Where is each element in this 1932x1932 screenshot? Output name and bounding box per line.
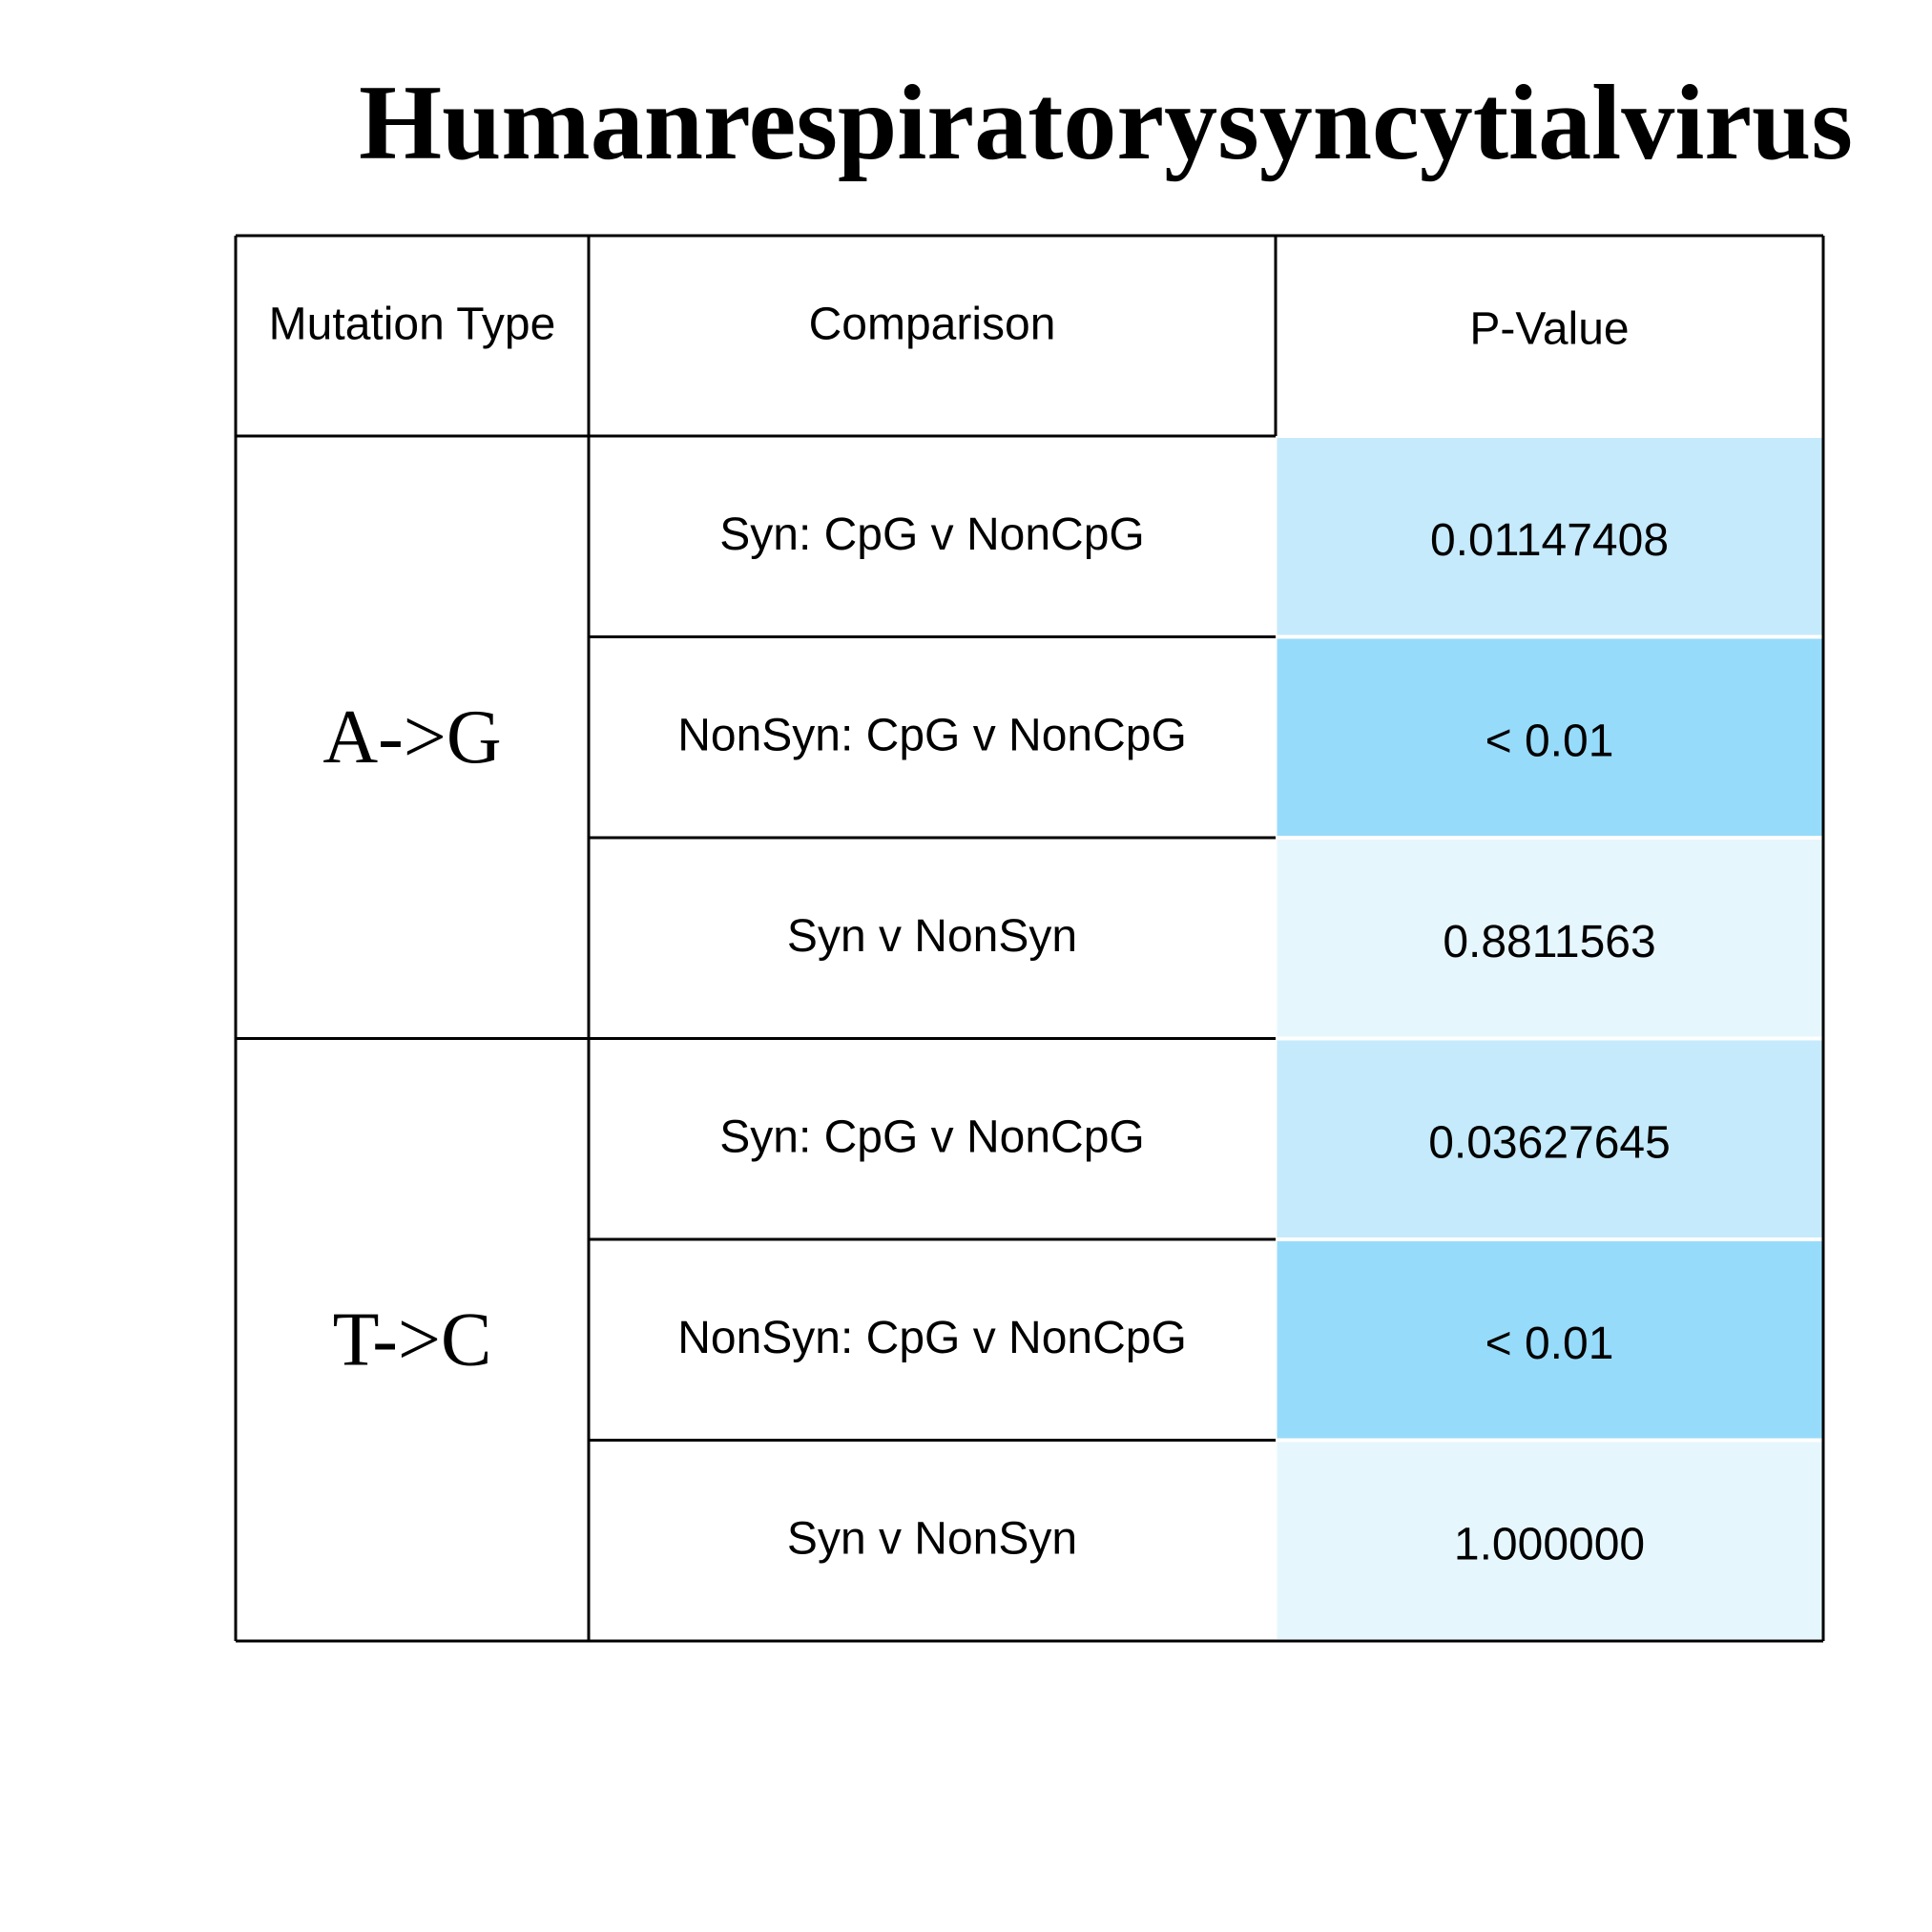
pvalue-fill-0-2 (1277, 840, 1822, 1037)
pvalue-cell-1-2: 1.000000 (1454, 1519, 1645, 1569)
pvalue-cell-1-1: < 0.01 (1485, 1319, 1614, 1369)
comparison-cell-0-0: Syn: CpG v NonCpG (719, 509, 1145, 560)
pvalue-cell-1-0: 0.03627645 (1428, 1117, 1671, 1168)
chart-title-text: Humanrespiratorysyncytialvirus (359, 64, 1853, 182)
mutation-type-cell-1: T->C (333, 1298, 492, 1381)
comparison-cell-1-2: Syn v NonSyn (787, 1513, 1077, 1564)
pvalue-cell-0-2: 0.8811563 (1443, 917, 1655, 967)
pvalue-fill-1-0 (1277, 1040, 1822, 1237)
comparison-cell-0-1: NonSyn: CpG v NonCpG (677, 710, 1187, 760)
comparison-cell-0-2: Syn v NonSyn (787, 911, 1077, 962)
chart-title: Humanrespiratorysyncytialvirus (237, 61, 1932, 185)
mutation-type-cell-0: A->G (322, 696, 501, 779)
pvalue-fill-1-2 (1277, 1442, 1822, 1639)
pvalue-fill-0-0 (1277, 438, 1822, 635)
pvalue-cell-0-0: 0.01147408 (1430, 515, 1669, 566)
comparison-cell-1-0: Syn: CpG v NonCpG (719, 1111, 1145, 1162)
pvalue-cell-0-1: < 0.01 (1485, 716, 1614, 766)
comparison-cell-1-1: NonSyn: CpG v NonCpG (677, 1313, 1187, 1363)
header-mutation-type: Mutation Type (269, 300, 556, 350)
pvalue-fill-1-1 (1277, 1241, 1822, 1439)
pvalue-fill-0-1 (1277, 638, 1822, 836)
header-pvalue: P-Value (1469, 304, 1629, 355)
header-comparison: Comparison (809, 300, 1056, 350)
